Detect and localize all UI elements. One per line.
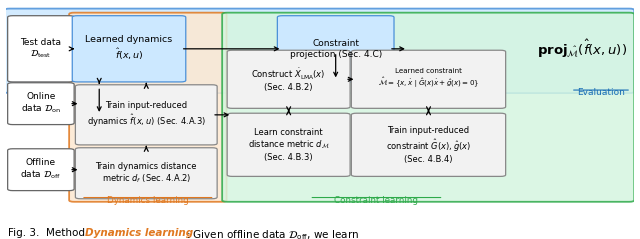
FancyBboxPatch shape bbox=[69, 13, 227, 202]
FancyBboxPatch shape bbox=[76, 85, 217, 145]
FancyBboxPatch shape bbox=[351, 113, 506, 176]
Text: $\mathbf{proj}_{\hat{\mathcal{M}}}(\hat{f}(x,u))$: $\mathbf{proj}_{\hat{\mathcal{M}}}(\hat{… bbox=[537, 38, 627, 60]
FancyBboxPatch shape bbox=[227, 113, 350, 176]
Text: Train input-reduced
constraint $\hat{G}(x),\hat{g}(x)$
(Sec. 4.B.4): Train input-reduced constraint $\hat{G}(… bbox=[386, 125, 471, 164]
Text: Test data
$\mathcal{D}_{\mathrm{test}}$: Test data $\mathcal{D}_{\mathrm{test}}$ bbox=[20, 38, 61, 60]
FancyBboxPatch shape bbox=[277, 16, 394, 82]
FancyBboxPatch shape bbox=[72, 16, 186, 82]
Text: Online
data $\mathcal{D}_{\mathrm{on}}$: Online data $\mathcal{D}_{\mathrm{on}}$ bbox=[21, 92, 61, 115]
Text: Fig. 3.: Fig. 3. bbox=[8, 228, 39, 238]
Text: Construct $\dot{X}_{\mathrm{LMA}}(x)$
(Sec. 4.B.2): Construct $\dot{X}_{\mathrm{LMA}}(x)$ (S… bbox=[252, 66, 326, 92]
FancyBboxPatch shape bbox=[351, 50, 506, 108]
Text: Dynamics learning: Dynamics learning bbox=[107, 196, 188, 205]
FancyBboxPatch shape bbox=[8, 83, 74, 125]
Text: Learned constraint
$\hat{\mathcal{M}}=\{x,\dot{x}\mid\hat{G}(x)\dot{x}+\hat{g}(x: Learned constraint $\hat{\mathcal{M}}=\{… bbox=[378, 68, 479, 90]
Text: Learned dynamics
$\hat{f}(x,u)$: Learned dynamics $\hat{f}(x,u)$ bbox=[85, 35, 173, 62]
FancyBboxPatch shape bbox=[222, 13, 634, 202]
Text: Train input-reduced
dynamics $\hat{f}(x,u)$ (Sec. 4.A.3): Train input-reduced dynamics $\hat{f}(x,… bbox=[86, 101, 206, 129]
Text: Evaluation: Evaluation bbox=[577, 88, 625, 98]
Text: Train dynamics distance
metric $d_f$ (Sec. 4.A.2): Train dynamics distance metric $d_f$ (Se… bbox=[95, 162, 197, 185]
FancyBboxPatch shape bbox=[227, 50, 350, 108]
FancyBboxPatch shape bbox=[8, 149, 74, 191]
Text: Method.: Method. bbox=[46, 228, 92, 238]
Text: Constraint
projection (Sec. 4.C): Constraint projection (Sec. 4.C) bbox=[289, 39, 382, 59]
FancyBboxPatch shape bbox=[4, 9, 634, 93]
FancyBboxPatch shape bbox=[76, 148, 217, 199]
Text: Offline
data $\mathcal{D}_{\mathrm{off}}$: Offline data $\mathcal{D}_{\mathrm{off}}… bbox=[20, 158, 61, 181]
Text: Learn constraint
distance metric $d_{\mathcal{M}}$
(Sec. 4.B.3): Learn constraint distance metric $d_{\ma… bbox=[248, 128, 330, 162]
Text: Dynamics learning: Dynamics learning bbox=[85, 228, 193, 238]
FancyBboxPatch shape bbox=[8, 16, 74, 82]
Text: Constraint learning: Constraint learning bbox=[335, 196, 419, 205]
Text: : Given offline data $\mathcal{D}_{\mathrm{off}}$, we learn: : Given offline data $\mathcal{D}_{\math… bbox=[186, 228, 359, 239]
